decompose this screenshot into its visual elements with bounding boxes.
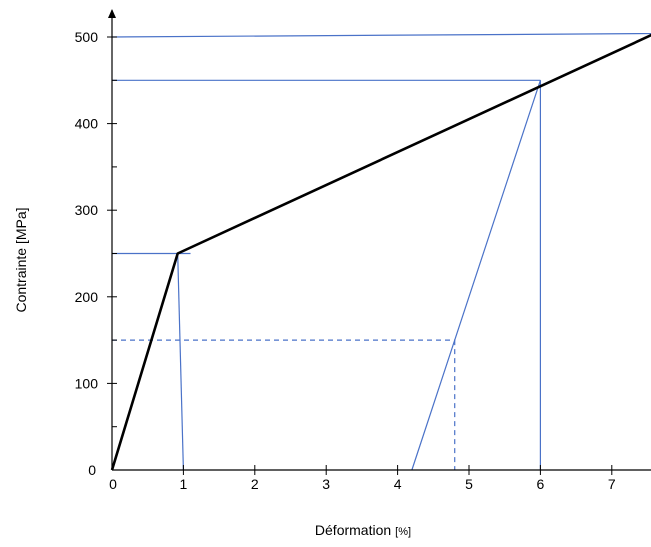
y-tick-label-300: 300 <box>75 202 99 218</box>
y-axis-label: Contrainte [MPa] <box>13 207 29 312</box>
x-tick-label-1: 1 <box>180 476 188 492</box>
tick-labels: 0 100 200 300 400 500 0 1 2 3 4 5 6 7 <box>75 29 616 492</box>
series-layer <box>110 33 651 471</box>
reference-lines <box>111 32 651 471</box>
x-axis-label-unit: [%] <box>395 526 411 538</box>
axes <box>107 9 651 475</box>
y-axis-arrow <box>108 9 116 18</box>
x-axis-label-text: Déformation <box>315 522 391 538</box>
reference-line-3 <box>411 80 541 471</box>
y-tick-label-0: 0 <box>88 462 96 478</box>
x-tick-label-5: 5 <box>465 476 473 492</box>
x-tick-label-4: 4 <box>394 476 402 492</box>
y-tick-label-100: 100 <box>75 375 99 391</box>
x-tick-label-3: 3 <box>322 476 330 492</box>
series-line-0 <box>110 33 651 471</box>
x-tick-label-7: 7 <box>608 476 616 492</box>
y-tick-label-200: 200 <box>75 289 99 305</box>
x-tick-label-6: 6 <box>537 476 545 492</box>
y-tick-label-500: 500 <box>75 29 99 45</box>
reference-line-5 <box>177 253 184 471</box>
x-axis-label: Déformation [%] <box>315 522 411 538</box>
x-tick-label-2: 2 <box>251 476 259 492</box>
y-tick-label-400: 400 <box>75 116 99 132</box>
x-tick-label-0: 0 <box>109 476 117 492</box>
reference-line-0 <box>111 32 651 38</box>
